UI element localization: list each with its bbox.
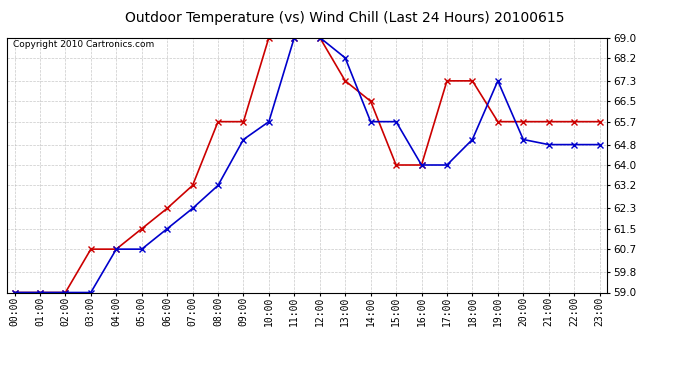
Text: Copyright 2010 Cartronics.com: Copyright 2010 Cartronics.com <box>13 40 154 49</box>
Text: Outdoor Temperature (vs) Wind Chill (Last 24 Hours) 20100615: Outdoor Temperature (vs) Wind Chill (Las… <box>126 11 564 25</box>
